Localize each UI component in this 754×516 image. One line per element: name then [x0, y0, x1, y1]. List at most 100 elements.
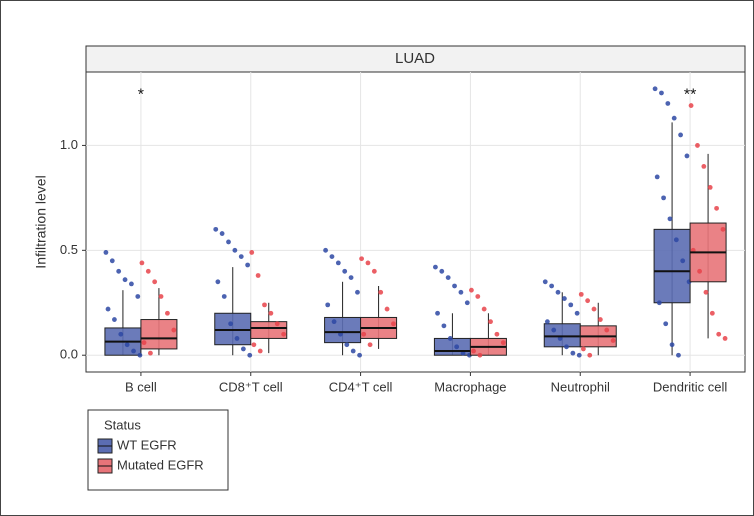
y-axis-label: Infiltration level — [33, 175, 49, 268]
point — [709, 310, 715, 316]
point — [367, 342, 373, 348]
point — [684, 153, 690, 159]
point — [458, 289, 464, 295]
point — [716, 331, 722, 337]
point — [350, 348, 356, 354]
point — [215, 279, 221, 285]
point — [152, 279, 158, 285]
point — [703, 289, 709, 295]
point — [355, 289, 360, 295]
point — [551, 327, 557, 333]
point — [661, 195, 666, 201]
point — [365, 260, 371, 266]
point — [129, 281, 134, 287]
point — [371, 268, 377, 274]
x-tick-label: Neutrophil — [551, 379, 610, 394]
y-tick-label: 0.5 — [60, 242, 78, 257]
y-tick-label: 0.0 — [60, 347, 78, 362]
point — [580, 346, 586, 352]
chart-title: LUAD — [395, 50, 435, 67]
point — [665, 101, 671, 106]
point — [481, 306, 487, 312]
point — [697, 268, 702, 274]
point — [135, 294, 141, 299]
point — [477, 352, 483, 358]
point — [344, 342, 350, 348]
point — [587, 352, 593, 358]
point — [570, 350, 576, 356]
y-tick-label: 1.0 — [60, 137, 78, 152]
point — [445, 275, 451, 280]
point — [722, 336, 728, 341]
box — [250, 321, 288, 339]
point — [714, 205, 719, 211]
plot-area — [85, 71, 746, 373]
point — [148, 350, 153, 356]
point — [226, 239, 231, 245]
point — [494, 331, 500, 337]
point — [680, 258, 686, 264]
point — [469, 287, 474, 293]
point — [701, 164, 707, 169]
point — [471, 348, 476, 354]
point — [652, 86, 658, 92]
point — [245, 262, 251, 268]
point — [597, 317, 603, 322]
point — [549, 283, 555, 289]
point — [213, 226, 219, 232]
point — [673, 237, 679, 243]
point — [124, 342, 130, 348]
point — [678, 132, 683, 138]
point — [221, 294, 227, 299]
x-tick-label: B cell — [125, 379, 157, 394]
point — [361, 331, 367, 337]
point — [555, 289, 561, 295]
point — [109, 258, 115, 264]
point — [251, 342, 257, 348]
x-tick-label: CD8⁺T cell — [219, 379, 283, 394]
point — [610, 338, 616, 343]
x-tick-label: Macrophage — [434, 379, 506, 394]
point — [500, 340, 506, 346]
point — [391, 321, 396, 327]
point — [247, 352, 253, 358]
point — [695, 143, 700, 148]
point — [454, 344, 460, 350]
point — [544, 319, 550, 325]
point — [663, 321, 669, 327]
legend-label: Mutated EGFR — [117, 457, 204, 472]
point — [329, 254, 335, 260]
point — [137, 352, 143, 358]
point — [564, 344, 569, 350]
point — [116, 268, 122, 274]
point — [578, 291, 584, 297]
point — [122, 277, 128, 283]
point — [139, 260, 145, 266]
point — [604, 327, 610, 333]
point — [464, 300, 470, 306]
point — [323, 247, 328, 253]
point — [249, 250, 255, 255]
annotation: * — [138, 86, 144, 103]
point — [359, 256, 364, 262]
legend-title: Status — [104, 417, 141, 432]
point — [435, 310, 440, 316]
point — [654, 174, 660, 180]
point — [384, 306, 390, 312]
point — [591, 306, 597, 312]
point — [342, 268, 348, 274]
point — [574, 310, 580, 316]
point — [281, 331, 287, 337]
point — [118, 331, 124, 337]
point — [720, 226, 726, 232]
point — [105, 306, 111, 312]
point — [561, 296, 567, 301]
point — [357, 352, 362, 358]
point — [475, 294, 481, 299]
point — [262, 302, 267, 308]
point — [335, 260, 341, 266]
point — [268, 310, 274, 316]
point — [452, 283, 457, 289]
point — [441, 323, 447, 329]
point — [238, 254, 244, 260]
